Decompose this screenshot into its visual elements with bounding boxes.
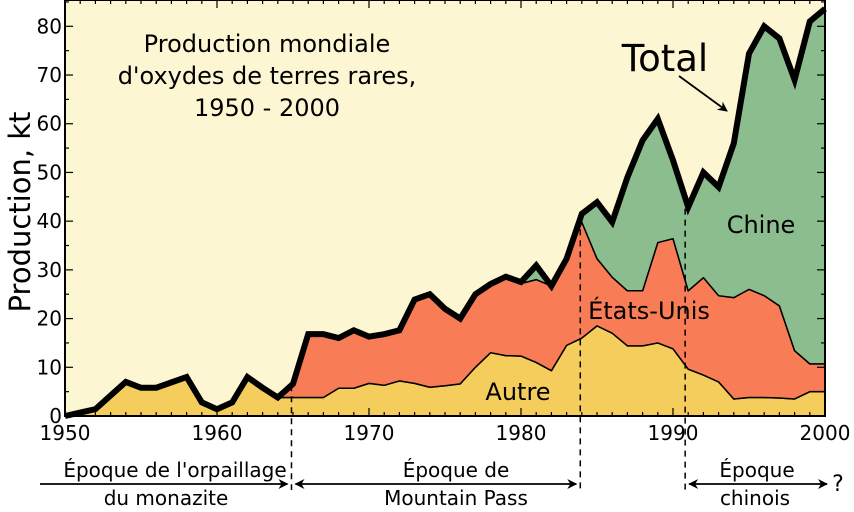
era-3-label-line-1: Époque	[719, 458, 794, 482]
era-2-label-line-1: Époque de	[403, 458, 510, 482]
y-tick-label: 10	[37, 355, 62, 379]
y-tick-label: 0	[49, 404, 62, 428]
y-tick-label: 20	[37, 307, 62, 331]
y-axis-label: Production, kt	[3, 112, 37, 313]
y-tick-label: 50	[37, 160, 62, 184]
autre-label: Autre	[485, 378, 550, 406]
chart-title-line-1: Production mondiale	[144, 30, 391, 58]
y-tick-label: 40	[37, 209, 62, 233]
chart-title-line-3: 1950 - 2000	[194, 94, 340, 122]
x-tick-label: 1990	[648, 421, 699, 445]
total-arrow	[678, 75, 728, 112]
chine-label: Chine	[727, 211, 796, 239]
x-tick-label: 2000	[800, 421, 851, 445]
chart-title-line-2: d'oxydes de terres rares,	[118, 62, 417, 90]
axis-ticks: 1950 1960 1970 1980 1990 2000 0 10 20 30 40 50 60 70 8…	[37, 0, 851, 445]
y-tick-label: 70	[37, 63, 62, 87]
era-3-label-line-2: chinois	[720, 486, 790, 510]
total-line	[64, 6, 827, 419]
x-tick-label: 1980	[496, 421, 547, 445]
era-2-label-line-2: Mountain Pass	[384, 486, 528, 510]
total-label: Total	[621, 37, 708, 80]
y-tick-label: 30	[37, 258, 62, 282]
x-tick-label: 1960	[192, 421, 243, 445]
y-tick-label: 60	[37, 112, 62, 136]
x-tick-label: 1970	[344, 421, 395, 445]
future-era-label: ?	[832, 472, 844, 497]
era-1-label-line-2: du monazite	[104, 486, 229, 510]
x-tick-label: 1950	[40, 421, 91, 445]
era-1-label-line-1: Époque de l'orpaillage	[63, 458, 286, 482]
etats-unis-label: États-Unis	[588, 296, 710, 325]
era-markers	[40, 197, 828, 490]
y-tick-label: 80	[37, 14, 62, 38]
